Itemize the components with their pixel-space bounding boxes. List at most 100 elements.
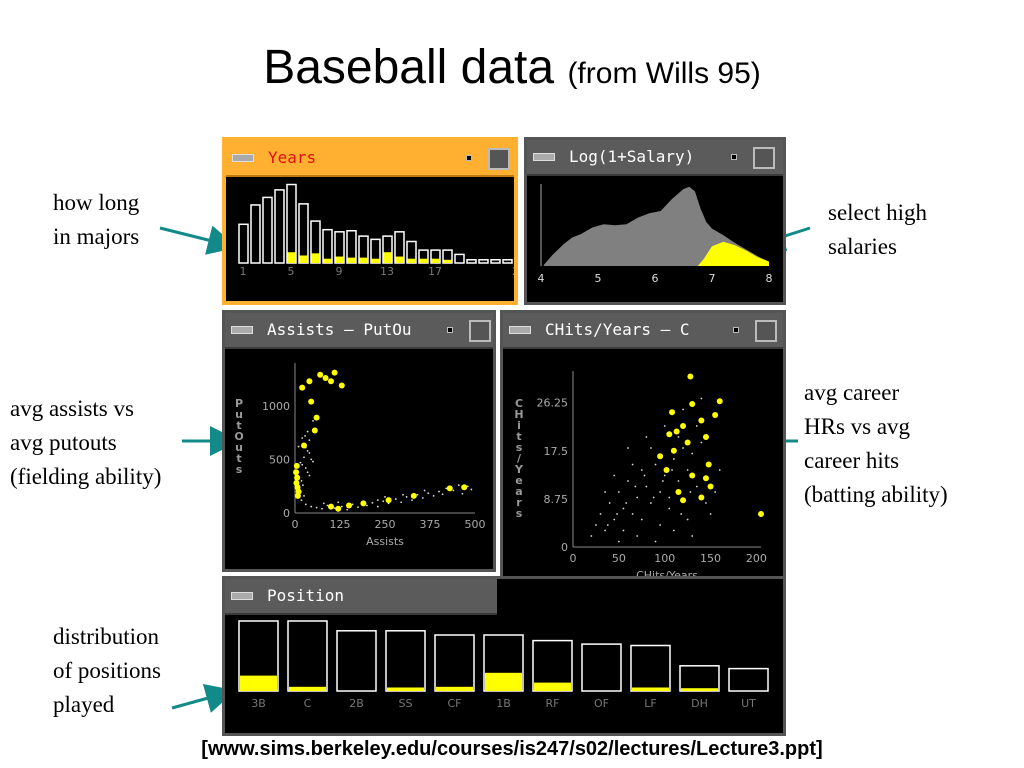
position-tick-label: CF [447,697,461,710]
window-menu-icon[interactable] [533,153,555,161]
minimize-icon[interactable] [447,327,453,333]
position-bar [385,630,426,692]
y-axis-label-char: t [236,452,241,465]
salary-titlebar[interactable]: Log(1+Salary) [527,140,783,176]
position-tick-label: C [304,697,312,710]
y-tick-label: 17.5 [544,445,569,458]
data-point [645,485,648,488]
data-point [650,502,652,504]
title-sub: (from Wills 95) [567,57,761,90]
maximize-icon[interactable] [488,148,510,170]
position-titlebar[interactable]: Position [225,579,497,615]
data-point [668,507,671,510]
data-point [682,408,684,411]
window-menu-icon[interactable] [231,326,253,334]
data-point [686,518,689,521]
data-point [700,441,703,444]
maximize-icon[interactable] [755,320,777,342]
hits-window[interactable]: CHits/Years – C 0 50 100 150 200 0 8.75 17.5 26.… [500,310,786,603]
arrow-years [159,225,238,255]
year-bar [262,196,273,264]
y-axis-label-char: C [515,397,523,410]
years-title: Years [268,148,317,167]
highlighted-point [308,398,315,405]
data-point [312,460,314,463]
x-tick-label: 0 [292,518,299,531]
year-bar [490,259,501,264]
position-bar-highlight [681,688,718,691]
data-point [671,469,673,471]
maximize-icon[interactable] [469,320,491,342]
hits-scatterplot[interactable]: 05010015020008.7517.526.25CHits/YearsCHi… [503,349,783,600]
highlighted-point [698,494,705,501]
window-menu-icon[interactable] [232,154,254,162]
y-tick-label: 500 [269,453,290,466]
assists-title: Assists – PutOu [267,320,412,339]
year-tick-label: 5 [288,265,295,278]
salary-window[interactable]: Log(1+Salary) 4 5 6 7 8 [524,137,786,305]
salary-density[interactable]: 4 5 6 7 8 [527,176,783,302]
year-bar-highlight [419,258,428,263]
data-point [700,397,703,400]
position-window[interactable]: Position 3B C 2B SS CF 1B RF OF LF DH UT [222,576,786,736]
data-point [303,456,305,459]
assists-window[interactable]: Assists – PutOu 0 125 250 375 500 0 500 1000 Ass… [222,310,496,572]
data-point [654,540,657,543]
year-bar-highlight [395,256,404,263]
data-point [617,540,620,543]
data-point [689,491,692,493]
year-bar [478,259,489,264]
years-titlebar[interactable]: Years [226,141,514,177]
data-point [402,493,404,496]
hits-titlebar[interactable]: CHits/Years – C [503,313,783,349]
data-point [652,496,655,499]
data-point [636,535,639,537]
data-point [351,503,354,506]
year-bar [274,189,285,264]
data-point [682,447,684,449]
year-bar [502,259,513,264]
years-histogram[interactable]: 1 5 9 13 17 24 [226,177,514,301]
highlighted-point [311,427,318,434]
data-point [668,496,671,499]
position-bar [581,643,622,692]
highlighted-point [666,431,673,438]
position-title: Position [267,586,345,605]
data-point [423,489,426,492]
maximize-icon[interactable] [753,147,775,169]
salary-tick-label: 4 [538,272,545,285]
data-point [705,502,707,504]
highlighted-point [705,461,712,468]
minimize-icon[interactable] [733,327,739,333]
year-bar [322,228,333,264]
x-tick-label: 500 [465,518,486,531]
highlighted-point [684,439,691,446]
years-window[interactable]: Years 1 5 9 13 17 24 [222,137,518,305]
x-tick-label: 250 [375,518,396,531]
highlighted-point [446,485,453,492]
x-axis-label: Assists [366,535,404,548]
data-point [411,499,413,502]
data-point [405,496,408,498]
data-point [326,504,329,507]
position-histogram[interactable]: 3B C 2B SS CF 1B RF OF LF DH UT [225,615,783,733]
y-axis-label-char: a [515,485,522,498]
year-bar-highlight [323,258,332,263]
y-tick-label: 8.75 [544,493,569,506]
highlighted-point [698,417,705,424]
window-menu-icon[interactable] [509,326,531,334]
y-axis-label-char: s [516,441,523,454]
data-point [376,499,379,502]
data-point [695,485,698,488]
y-axis-label-char: s [516,507,523,520]
data-point [604,491,606,493]
assists-titlebar[interactable]: Assists – PutOu [225,313,493,349]
data-point [299,461,302,464]
data-point [680,513,683,515]
minimize-icon[interactable] [466,155,472,161]
window-menu-icon[interactable] [231,592,253,600]
data-point [310,458,313,461]
minimize-icon[interactable] [731,154,737,160]
data-point [659,491,662,493]
